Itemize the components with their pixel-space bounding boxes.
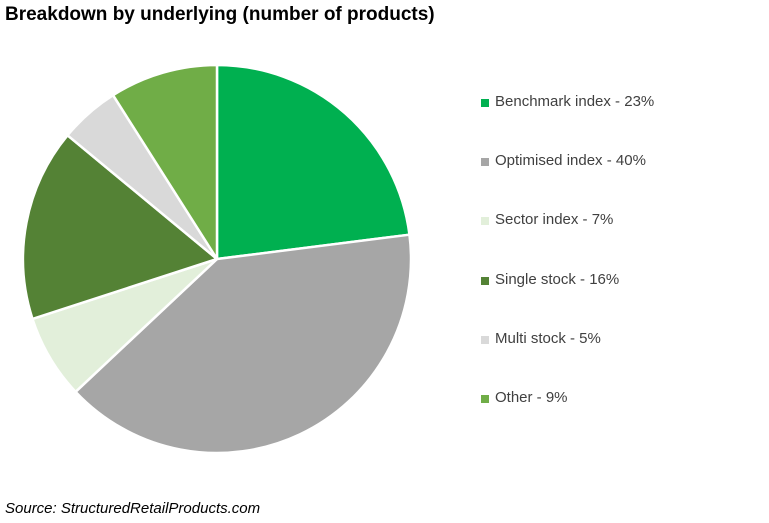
legend-item: Multi stock - 5% [481,330,654,389]
legend-item: Optimised index - 40% [481,152,654,211]
chart-legend: Benchmark index - 23% Optimised index - 4… [481,93,654,448]
pie-slice-5 [111,63,219,261]
legend-swatch [481,394,489,403]
legend-swatch [481,217,489,226]
source-note: Source: StructuredRetailProducts.com [5,500,261,517]
legend-item: Benchmark index - 23% [481,93,654,152]
legend-item: Other - 9% [481,389,654,448]
legend-swatch [481,276,489,285]
chart-title: Breakdown by underlying (number of produ… [5,4,435,25]
legend-label: Benchmark index - 23% [495,93,655,110]
pie-slice-0 [215,63,411,261]
legend-label: Other - 9% [495,388,568,406]
legend-swatch [481,335,489,344]
legend-label: Optimised index - 40% [495,152,646,170]
legend-label: Sector index - 7% [495,211,614,229]
legend-swatch [481,99,489,107]
pie-slice-3 [21,134,219,321]
legend-label: Multi stock - 5% [495,329,601,347]
pie-slice-1 [74,233,413,455]
legend-label: Single stock - 16% [495,270,620,288]
legend-item: Sector index - 7% [481,211,654,270]
legend-item: Single stock - 16% [481,271,654,330]
legend-swatch [481,158,489,167]
